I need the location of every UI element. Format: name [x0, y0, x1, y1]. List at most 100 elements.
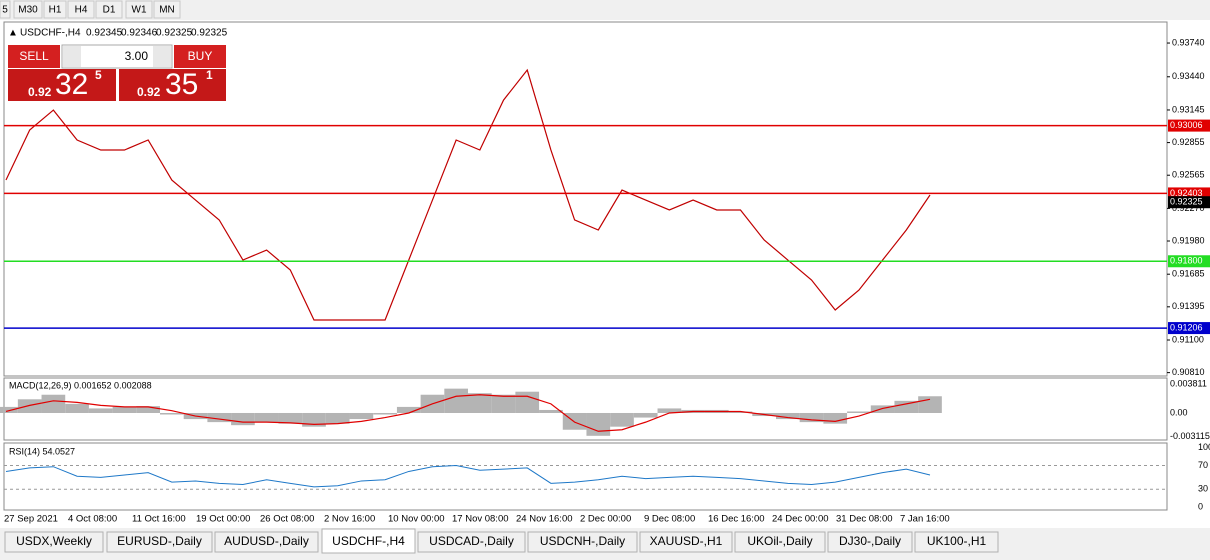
macd-bar: [657, 408, 682, 413]
macd-bar: [468, 393, 492, 413]
tab[interactable]: [4, 531, 104, 553]
macd-bar: [491, 394, 516, 413]
tab-label: XAUUSD-,H1: [650, 534, 723, 548]
macd-bar: [847, 411, 871, 413]
timeframe-button[interactable]: [43, 0, 67, 19]
macd-bar: [396, 406, 421, 413]
tab[interactable]: [214, 531, 319, 553]
lots-down[interactable]: [63, 46, 81, 67]
tab[interactable]: [527, 531, 638, 553]
sell-button[interactable]: [8, 45, 60, 68]
tab[interactable]: [914, 531, 999, 553]
y-tick-label: 0.92855: [1172, 137, 1205, 147]
price-line: [5, 68, 931, 321]
timeframe-label: H1: [49, 5, 62, 16]
level-label: 0.91800: [1170, 256, 1203, 266]
rsi-tick-label: 70: [1198, 460, 1208, 470]
x-tick-label: 2 Dec 00:00: [580, 514, 631, 525]
tab[interactable]: [106, 531, 213, 553]
y-tick-label: 0.92565: [1172, 170, 1205, 180]
y-tick-label: 0.91685: [1172, 269, 1205, 279]
timeframe-button[interactable]: [125, 0, 153, 19]
lots-input[interactable]: [61, 44, 173, 69]
lots-up[interactable]: [153, 46, 171, 67]
macd-panel: [3, 377, 1168, 441]
tab[interactable]: [827, 531, 913, 553]
toolbar: [0, 0, 1210, 20]
timeframe-button[interactable]: [67, 0, 95, 19]
high: 0.92346: [121, 28, 158, 39]
rsi-line: [5, 465, 931, 488]
timeframe-button[interactable]: [0, 0, 11, 19]
y-tick-label: 0.93440: [1172, 71, 1205, 81]
tab-label: UKOil-,Daily: [747, 534, 812, 548]
macd-bar: [136, 406, 160, 413]
tab[interactable]: [639, 531, 733, 553]
level-label: 0.93006: [1170, 120, 1203, 130]
lots-value: 3.00: [125, 49, 149, 63]
x-tick-label: 24 Dec 00:00: [772, 514, 829, 525]
collapse-icon[interactable]: ▲: [8, 28, 18, 39]
macd-bar: [776, 412, 800, 420]
rsi-title: RSI(14) 54.0527: [9, 446, 75, 456]
rsi-panel: [3, 442, 1168, 511]
sell-label: SELL: [19, 49, 49, 63]
macd-bar: [894, 400, 919, 413]
macd-bar: [799, 412, 824, 423]
timeframe-label: M30: [18, 5, 38, 16]
tab[interactable]: [734, 531, 826, 553]
symbol: USDCHF-,H4: [20, 28, 81, 39]
level-tag: [1168, 255, 1210, 268]
macd-tick-label: 0.00: [1170, 407, 1188, 417]
timeframe-button[interactable]: [13, 0, 43, 19]
macd-bar: [349, 412, 374, 420]
macd-bar: [823, 412, 848, 424]
rsi-tick-label: 100: [1198, 442, 1210, 452]
x-tick-label: 4 Oct 08:00: [68, 514, 117, 525]
macd-bar: [88, 408, 113, 413]
buy-price-small: 1: [206, 68, 213, 82]
macd-bar: [610, 412, 634, 427]
macd-bar: [17, 399, 42, 413]
tab[interactable]: [321, 528, 416, 554]
tab[interactable]: [417, 531, 526, 553]
timeframe-label: H4: [75, 5, 88, 16]
current-price-tag: [1168, 196, 1210, 209]
buy-price-box[interactable]: [119, 69, 226, 101]
level-tag: [1168, 119, 1210, 132]
buy-button[interactable]: [174, 45, 226, 68]
x-tick-label: 27 Sep 2021: [4, 514, 58, 525]
timeframe-button[interactable]: [95, 0, 123, 19]
macd-bar: [112, 406, 137, 413]
timeframe-button[interactable]: [153, 0, 181, 19]
sell-price-big: 0.92: [28, 85, 52, 99]
close: 0.92325: [191, 28, 228, 39]
timeframe-label: D1: [103, 5, 116, 16]
buy-price-big: 0.92: [137, 85, 161, 99]
y-tick-label: 0.91395: [1172, 301, 1205, 311]
low: 0.92325: [156, 28, 193, 39]
rsi-tick-label: 30: [1198, 484, 1208, 494]
y-tick-label: 0.93145: [1172, 104, 1205, 114]
y-tick-label: 0.93740: [1172, 37, 1205, 47]
macd-bar: [918, 396, 942, 413]
y-tick-label: 0.90810: [1172, 367, 1205, 377]
x-tick-label: 19 Oct 00:00: [196, 514, 250, 525]
macd-bar: [373, 412, 397, 415]
macd-bar: [65, 403, 89, 413]
macd-bar: [302, 412, 326, 427]
timeframe-label: 5: [2, 5, 8, 16]
macd-bar: [254, 412, 279, 423]
x-tick-label: 7 Jan 16:00: [900, 514, 950, 525]
y-tick-label: 0.91100: [1172, 334, 1204, 344]
macd-bar: [0, 406, 18, 413]
current-price-label: 0.92325: [1170, 197, 1203, 207]
x-tick-label: 10 Nov 00:00: [388, 514, 445, 525]
sell-price-box[interactable]: [8, 69, 116, 101]
x-tick-label: 24 Nov 16:00: [516, 514, 573, 525]
level-label: 0.91206: [1170, 322, 1203, 332]
macd-tick-label: 0.003811: [1170, 378, 1207, 388]
tab-label: USDCNH-,Daily: [540, 534, 625, 548]
macd-bar: [539, 409, 563, 413]
buy-price-mid: 35: [165, 68, 198, 101]
